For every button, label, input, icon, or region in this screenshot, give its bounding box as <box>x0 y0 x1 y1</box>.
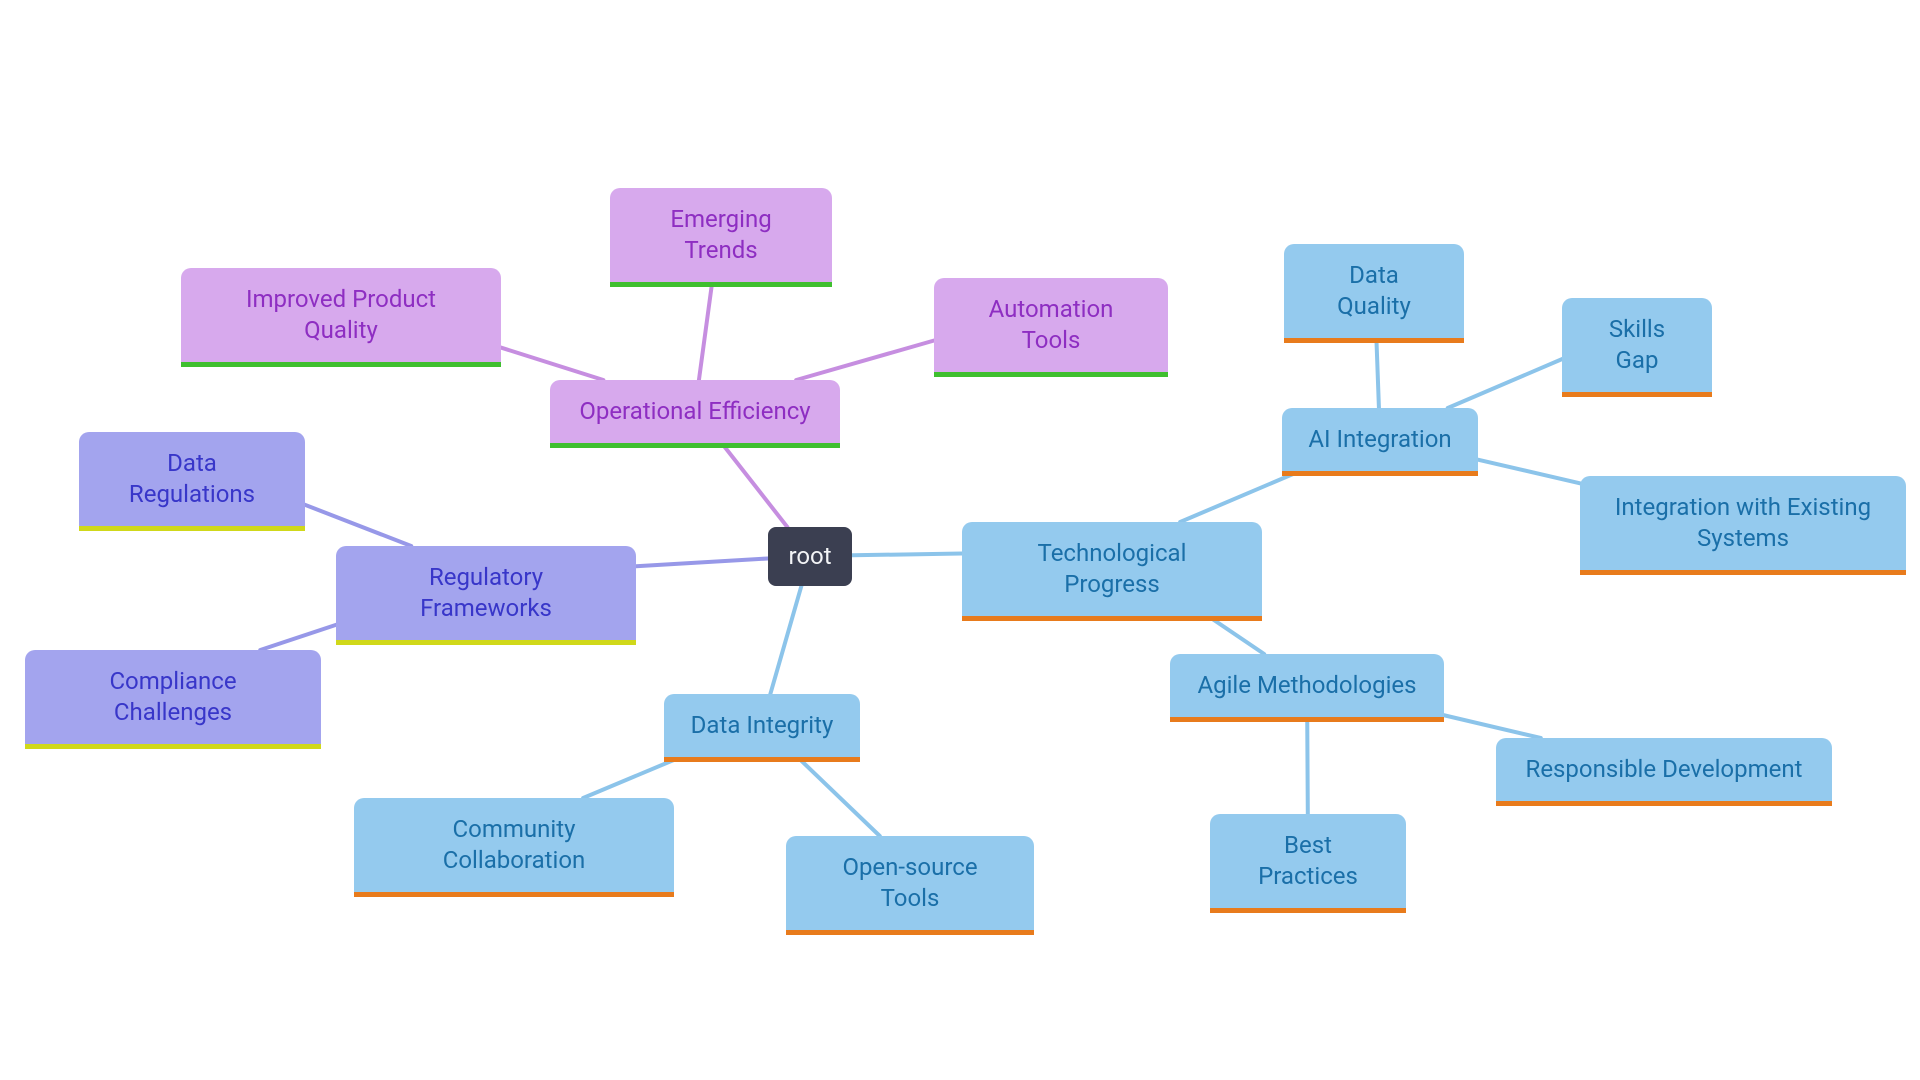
node-aiint[interactable]: AI Integration <box>1282 408 1478 476</box>
node-tprog[interactable]: Technological Progress <box>962 522 1262 621</box>
node-etr[interactable]: Emerging Trends <box>610 188 832 287</box>
edge-agile-bp <box>1307 712 1308 814</box>
edge-root-opeff <box>718 438 788 527</box>
edge-agile-rdev <box>1430 712 1541 738</box>
edge-root-regfw <box>636 558 768 566</box>
edge-root-dint <box>770 585 801 694</box>
node-dreg[interactable]: Data Regulations <box>79 432 305 531</box>
node-cchal[interactable]: Compliance Challenges <box>25 650 321 749</box>
edge-aiint-sgap <box>1448 356 1569 408</box>
node-opeff[interactable]: Operational Efficiency <box>550 380 840 448</box>
node-sgap[interactable]: Skills Gap <box>1562 298 1712 397</box>
node-dq[interactable]: Data Quality <box>1284 244 1464 343</box>
mindmap-canvas: root Operational Efficiency Improved Produ… <box>0 0 1920 1080</box>
edge-opeff-atl <box>796 336 950 380</box>
edge-aiint-iwes <box>1478 460 1580 484</box>
node-ostl[interactable]: Open-source Tools <box>786 836 1034 935</box>
edge-root-tprog <box>852 553 962 555</box>
node-rdev[interactable]: Responsible Development <box>1496 738 1832 806</box>
node-regfw[interactable]: Regulatory Frameworks <box>336 546 636 645</box>
node-agile[interactable]: Agile Methodologies <box>1170 654 1444 722</box>
node-root[interactable]: root <box>768 527 852 586</box>
node-dint[interactable]: Data Integrity <box>664 694 860 762</box>
node-bp[interactable]: Best Practices <box>1210 814 1406 913</box>
node-atl[interactable]: Automation Tools <box>934 278 1168 377</box>
node-ipq[interactable]: Improved Product Quality <box>181 268 501 367</box>
edge-dint-ostl <box>792 752 880 836</box>
node-iwes[interactable]: Integration with Existing Systems <box>1580 476 1906 575</box>
node-ccol[interactable]: Community Collaboration <box>354 798 674 897</box>
